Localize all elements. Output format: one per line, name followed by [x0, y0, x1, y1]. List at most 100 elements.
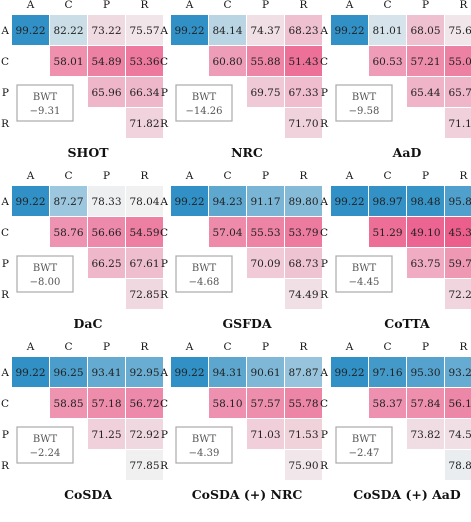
cell-value-label: 93.41 [91, 367, 121, 379]
cell-value-label: 54.59 [129, 227, 159, 239]
cell-value-label: 60.53 [372, 56, 402, 68]
cell-value-label: 99.22 [334, 25, 364, 37]
heatmap-cell [407, 46, 444, 76]
cell-value-label: 71.82 [129, 118, 159, 130]
cell-value-label: 78.04 [129, 196, 159, 208]
bwt-value: −4.39 [189, 448, 220, 459]
heatmap-cell [171, 15, 208, 45]
column-label: A [185, 0, 194, 11]
column-label: A [26, 170, 35, 182]
cell-value-label: 68.05 [410, 25, 440, 37]
column-label: C [383, 341, 391, 353]
heatmap-cell [126, 279, 163, 309]
row-label: P [161, 87, 168, 99]
cell-value-label: 78.33 [91, 196, 121, 208]
column-label: P [262, 341, 269, 353]
heatmap-cell [369, 357, 406, 387]
column-label: R [460, 170, 469, 182]
row-label: C [160, 56, 168, 68]
cell-value-label: 58.85 [53, 398, 83, 410]
column-label: R [460, 341, 469, 353]
cell-value-label: 77.85 [129, 460, 159, 472]
bwt-label: BWT [192, 434, 217, 445]
heatmap-cell [285, 450, 322, 480]
heatmap-cell [12, 357, 49, 387]
bwt-label: BWT [352, 434, 377, 445]
heatmap-cell [331, 15, 368, 45]
cell-value-label: 92.95 [129, 367, 159, 379]
heatmap-cell [247, 217, 284, 247]
row-label: R [160, 289, 169, 301]
heatmap-cell [445, 46, 471, 76]
column-label: P [262, 170, 269, 182]
heatmap-cell [126, 108, 163, 138]
heatmap-panel: A C P R A C P R 99.22 82.22 73.22 75.57 58.01 54.89 53… [0, 0, 163, 160]
heatmap-panel: A C P R A C P R 99.22 94.23 91.17 89.80 57.04 55.53 53… [159, 170, 322, 331]
heatmap-cell [285, 279, 322, 309]
heatmap-cell [407, 388, 444, 418]
cell-value-label: 68.73 [288, 258, 318, 270]
heatmap-cell [445, 186, 471, 216]
cell-value-label: 74.49 [288, 289, 318, 301]
cell-value-label: 72.23 [448, 289, 471, 301]
heatmap-cell [369, 186, 406, 216]
panel-title: CoTTA [384, 316, 430, 331]
heatmap-cell [285, 77, 322, 107]
bwt-label: BWT [192, 263, 217, 274]
column-label: A [185, 341, 194, 353]
heatmap-cell [285, 186, 322, 216]
cell-value-label: 69.75 [250, 87, 280, 99]
heatmap-cell [445, 388, 471, 418]
cell-value-label: 59.72 [448, 258, 471, 270]
heatmap-cell [331, 186, 368, 216]
heatmap-cell [445, 419, 471, 449]
cell-value-label: 99.22 [174, 25, 204, 37]
cell-value-label: 56.72 [129, 398, 159, 410]
column-label: P [103, 170, 110, 182]
column-label: R [141, 341, 150, 353]
cell-value-label: 71.15 [448, 118, 471, 130]
column-label: C [383, 0, 391, 11]
heatmap-panel: A C P R A C P R 99.22 81.01 68.05 75.65 60.53 57.21 55… [319, 0, 471, 160]
cell-value-label: 67.61 [129, 258, 159, 270]
heatmap-cell [285, 419, 322, 449]
column-label: P [422, 0, 429, 11]
panel-title: SHOT [67, 145, 109, 160]
heatmap-cell [88, 248, 125, 278]
cell-value-label: 91.17 [250, 196, 280, 208]
bwt-box [335, 84, 393, 122]
cell-value-label: 84.14 [212, 25, 242, 37]
heatmap-cell [209, 186, 246, 216]
cell-value-label: 98.48 [410, 196, 440, 208]
cell-value-label: 55.03 [448, 56, 471, 68]
heatmap-panel: A C P R A C P R 99.22 84.14 74.37 68.23 60.80 55.88 51… [159, 0, 322, 160]
cell-value-label: 56.15 [448, 398, 471, 410]
cell-value-label: 90.61 [250, 367, 280, 379]
column-label: R [141, 170, 150, 182]
cell-value-label: 87.27 [53, 196, 83, 208]
heatmap-cell [126, 357, 163, 387]
column-label: C [64, 170, 72, 182]
heatmap-cell [331, 357, 368, 387]
row-label: A [319, 367, 328, 379]
heatmap-cell [209, 15, 246, 45]
row-label: P [2, 258, 9, 270]
heatmap-cell [445, 357, 471, 387]
heatmap-panel: A C P R A C P R 99.22 94.31 90.61 87.87 58.10 57.57 55… [159, 341, 322, 502]
heatmap-cell [285, 108, 322, 138]
cell-value-label: 65.76 [448, 87, 471, 99]
column-label: R [300, 0, 309, 11]
cell-value-label: 78.88 [448, 460, 471, 472]
heatmap-cell [445, 450, 471, 480]
row-label: C [1, 227, 9, 239]
heatmap-cell [88, 419, 125, 449]
cell-value-label: 57.18 [91, 398, 121, 410]
row-label: P [2, 429, 9, 441]
bwt-label: BWT [33, 263, 58, 274]
row-label: A [159, 25, 168, 37]
cell-value-label: 99.22 [334, 196, 364, 208]
cell-value-label: 71.53 [288, 429, 318, 441]
heatmap-cell [171, 357, 208, 387]
cell-value-label: 54.89 [91, 56, 121, 68]
heatmap-cell [50, 15, 87, 45]
